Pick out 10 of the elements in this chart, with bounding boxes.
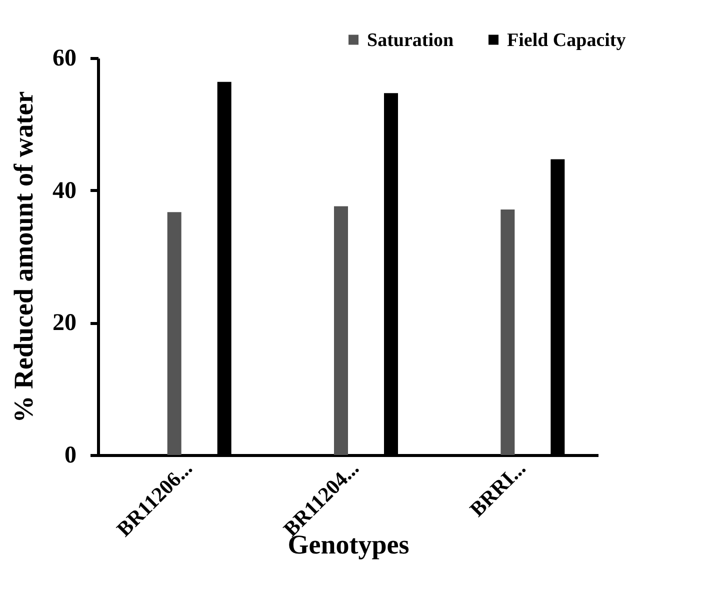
bar (167, 212, 182, 455)
legend-label: Saturation (367, 30, 454, 51)
y-tick-label: 20 (52, 310, 76, 336)
bar (500, 210, 515, 455)
y-axis-title: % Reduced amount of water (8, 91, 38, 423)
bar (334, 206, 348, 455)
y-tick-label: 40 (52, 178, 76, 204)
y-tick-label: 60 (52, 46, 76, 72)
legend-label: Field Capacity (507, 30, 626, 51)
y-tick-label: 0 (64, 442, 76, 468)
